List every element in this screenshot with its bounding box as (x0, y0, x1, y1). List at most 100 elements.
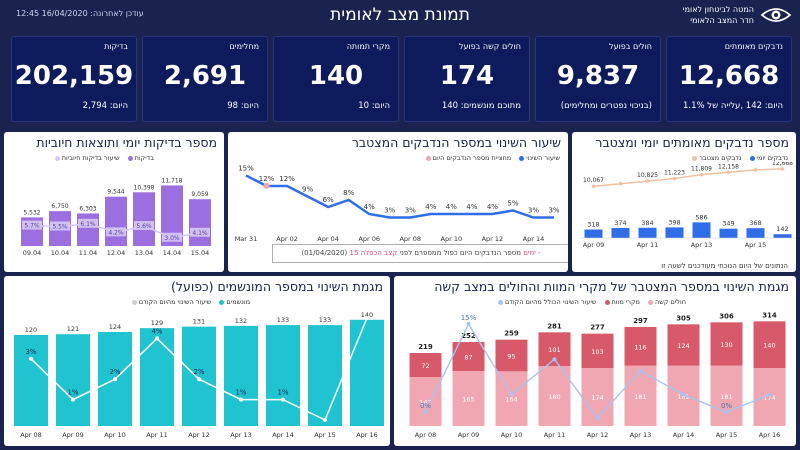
growth-value-label: 3% (405, 207, 416, 215)
deaths-bar (710, 322, 743, 366)
cumulative-point (780, 167, 785, 171)
daily-value-label: 349 (722, 220, 734, 228)
positive-rate-label-bg (190, 227, 210, 237)
positive-rate-label-bg (50, 221, 70, 231)
x-tick-label: Apr 12 (188, 431, 210, 439)
growth-value-label: 4% (466, 203, 477, 211)
chart-legend: מחציית מספר הנדבקים היום שיעור השינוי (425, 154, 560, 162)
cumulative-value-label: 11,809 (691, 166, 712, 173)
kpi-title: נדבקים מאומתים (724, 42, 783, 51)
legend-label: שיעור השינוי (526, 154, 560, 162)
note-date: (01/04/2020) (301, 249, 348, 257)
severe-value-label: 181 (677, 393, 689, 401)
kpi-card-active-patients: חולים בפועל 9,837 (בניכוי נפטרים ומחלימי… (535, 36, 661, 122)
kpi-value: 140 (308, 61, 364, 91)
x-tick-label: Apr 10 (104, 431, 126, 439)
deaths-value-label: 116 (634, 343, 646, 351)
total-value-label: 259 (504, 330, 519, 338)
change-rate-label: 2% (193, 368, 204, 376)
note-middle: מספר הנדבקים היום כפול ממספרם לפני (399, 249, 522, 257)
ventilated-value-label: 129 (151, 319, 163, 327)
change-rate-point (29, 356, 33, 361)
x-tick-label: 13.04 (135, 249, 154, 257)
positive-rate-label: 4.1% (192, 230, 208, 237)
severe-value-label: 164 (505, 396, 517, 404)
x-tick-label: Mar 31 (235, 235, 258, 243)
doubling-point-marker (263, 183, 270, 189)
legend-label: נדבקים מצטבר (699, 154, 742, 162)
ventilated-value-label: 133 (277, 316, 289, 324)
daily-bar (692, 222, 711, 238)
ventilated-bar (140, 328, 174, 426)
growth-value-label: 8% (343, 189, 354, 197)
change-rate-label: 1% (67, 389, 78, 397)
x-tick-label: Apr 11 (544, 431, 566, 439)
total-value-label: 277 (590, 324, 605, 332)
legend-item: נדבקים יומי (749, 154, 788, 162)
kpi-value: 174 (439, 61, 495, 91)
tests-value-label: 5,532 (23, 209, 40, 216)
daily-value-label: 142 (776, 225, 788, 233)
x-tick-label: Apr 16 (759, 431, 781, 439)
kpi-card-tests: בדיקות 202,159 היום: 2,794 (11, 36, 137, 122)
legend-label: חולים קשה (654, 298, 686, 306)
kpi-title: חולים בפועל (609, 42, 652, 51)
growth-value-label: 12% (259, 175, 275, 183)
daily-bar (773, 234, 792, 238)
ventilated-value-label: 140 (361, 311, 373, 319)
ventilated-value-label: 131 (193, 318, 205, 326)
org-line-1: המטה לביטחון לאומי (682, 5, 754, 14)
positive-rate-label-bg (162, 232, 182, 242)
x-tick-label: 12.04 (107, 249, 126, 257)
x-tick-label: Apr 09 (583, 241, 605, 249)
tests-value-label: 6,750 (51, 203, 68, 210)
deaths-value-label: 130 (720, 341, 732, 349)
growth-value-label: 15% (238, 165, 254, 173)
positive-rate-label: 6.1% (80, 221, 96, 228)
daily-bar (665, 227, 684, 238)
tests-value-label: 9,544 (107, 189, 124, 196)
kpi-card-deaths: מקרי תמותה 140 היום: 10 (273, 36, 399, 122)
legend-label: בדיקות (134, 154, 154, 162)
severe-bar (495, 371, 528, 426)
ventilated-bar (224, 325, 258, 426)
legend-item: בדיקות (127, 154, 154, 162)
severe-value-label: 174 (763, 394, 775, 402)
panel-title: מספר נדבקים מאומתים יומי ומצטבר (595, 135, 789, 150)
panel-title: שיעור השינוי במספר הנדבקים המצטבר (351, 135, 561, 150)
total-change-point (638, 369, 643, 373)
kpi-title: בדיקות (104, 42, 128, 51)
cumulative-value-label: 10,825 (637, 172, 658, 179)
x-tick-label: 14.04 (163, 249, 182, 257)
tests-bar (189, 199, 211, 246)
severe-value-label: 174 (591, 394, 603, 402)
change-rate-point (365, 316, 369, 320)
cumulative-point (699, 172, 704, 177)
legend-item: שיעור השינוי (519, 154, 560, 162)
total-change-point (466, 321, 471, 326)
cumulative-point (753, 168, 758, 172)
x-tick-label: Apr 16 (356, 431, 378, 439)
severe-deaths-chart: 147 72 219 Apr 08 165 87 252 Apr 09 164 95 259 Apr … (409, 311, 786, 439)
severe-bar (538, 366, 571, 426)
note-days: 15 ימים (349, 249, 536, 257)
positive-rate-label: 5.6% (136, 223, 152, 230)
growth-value-label: 6% (323, 196, 334, 204)
daily-bar (611, 228, 630, 238)
x-tick-label: Apr 12 (482, 235, 504, 243)
kpi-card-severe: חולים קשה בפועל 174 מתוכם מונשמים: 140 (404, 36, 530, 122)
x-tick-label: Apr 13 (691, 241, 713, 249)
kpi-subtitle: היום: 10 (358, 101, 390, 111)
x-tick-label: Apr 08 (20, 431, 42, 439)
deaths-bar (495, 339, 528, 372)
legend-item: מונשמים (219, 298, 250, 306)
legend-label: מונשמים (226, 298, 250, 306)
ventilated-chart-panel: מגמת השינוי במספר המונשמים (כפועל) שיעור… (4, 276, 390, 446)
daily-value-label: 368 (749, 219, 761, 227)
doubling-note: (01/04/2020) 15 ימים מספר הנדבקים היום כ… (272, 244, 568, 263)
tests-bar (161, 185, 183, 246)
severe-bar (452, 371, 485, 426)
ventilated-bar (182, 326, 216, 426)
deaths-bar (667, 324, 700, 366)
change-rate-label: 4% (151, 327, 162, 335)
